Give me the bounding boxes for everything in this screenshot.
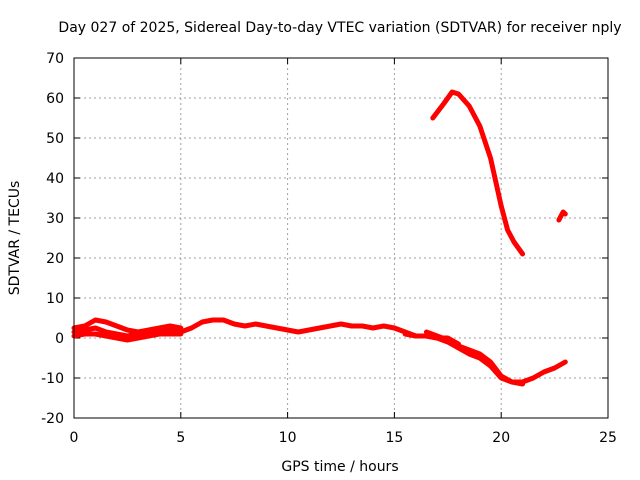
series-line-2 [71,317,184,335]
series-line-5 [556,209,568,223]
grid-lines [74,58,608,418]
y-tick-label: -20 [41,411,64,427]
x-tick-label: 20 [492,430,510,446]
series-line-4 [430,89,526,257]
x-tick-label: 5 [176,430,185,446]
x-axis-title: GPS time / hours [281,459,398,475]
y-tick-label: 30 [46,211,64,227]
plot-frame [73,57,609,419]
y-tick-label: 70 [46,51,64,67]
chart-title: Day 027 of 2025, Sidereal Day-to-day VTE… [58,20,621,36]
x-tick-label: 10 [279,430,297,446]
x-axis-ticks: 0 5 10 15 20 25 [70,58,617,446]
y-tick-label: -10 [41,371,64,387]
y-axis-title: SDTVAR / TECUs [7,181,23,296]
y-tick-label: 40 [46,171,64,187]
series-line-3 [71,331,184,343]
x-tick-label: 15 [385,430,403,446]
y-tick-label: 60 [46,91,64,107]
y-tick-label: 20 [46,251,64,267]
series-group [71,89,568,387]
series-line-7 [423,329,568,385]
y-tick-label: 50 [46,131,64,147]
y-tick-label: 0 [55,331,64,347]
y-tick-label: 10 [46,291,64,307]
x-tick-label: 25 [599,430,617,446]
x-tick-label: 0 [70,430,79,446]
y-axis-ticks: -20 -10 0 10 20 30 40 50 60 70 [41,51,608,427]
